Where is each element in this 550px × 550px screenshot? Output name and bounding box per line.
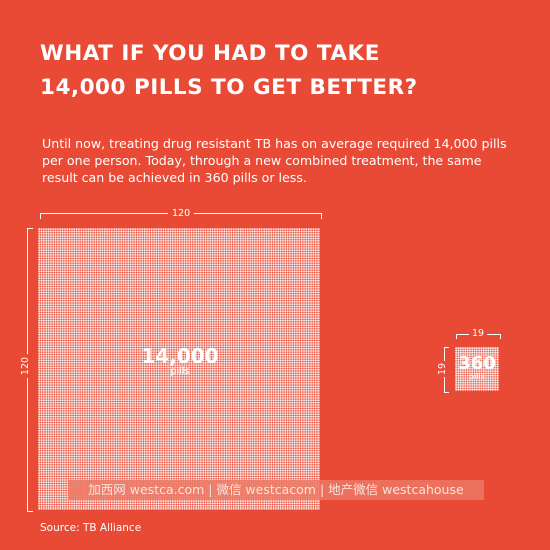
big-pill-grid (38, 228, 320, 510)
intro-paragraph: Until now, treating drug resistant TB ha… (42, 136, 507, 185)
source-credit: Source: TB Alliance (40, 522, 142, 534)
infographic-title: WHAT IF YOU HAD TO TAKE 14,000 PILLS TO … (40, 37, 418, 105)
small-count-block: 360 pills (452, 355, 502, 381)
big-count-block: 14,000 pills (130, 346, 230, 377)
small-width-label: 19 (469, 329, 488, 339)
title-line-2: 14,000 PILLS TO GET BETTER? (40, 75, 418, 100)
big-count: 14,000 (141, 344, 219, 368)
small-pill-grid (455, 347, 499, 391)
big-width-label: 120 (168, 209, 195, 219)
big-count-unit: pills (170, 366, 190, 377)
watermark-banner: 加西网 westca.com | 微信 westcacom | 地产微信 wes… (68, 480, 484, 500)
small-height-label: 19 (437, 360, 449, 378)
big-height-label: 120 (20, 353, 32, 379)
small-count: 360 (458, 353, 496, 374)
small-count-unit: pills (469, 372, 485, 381)
title-line-1: WHAT IF YOU HAD TO TAKE (40, 41, 380, 66)
